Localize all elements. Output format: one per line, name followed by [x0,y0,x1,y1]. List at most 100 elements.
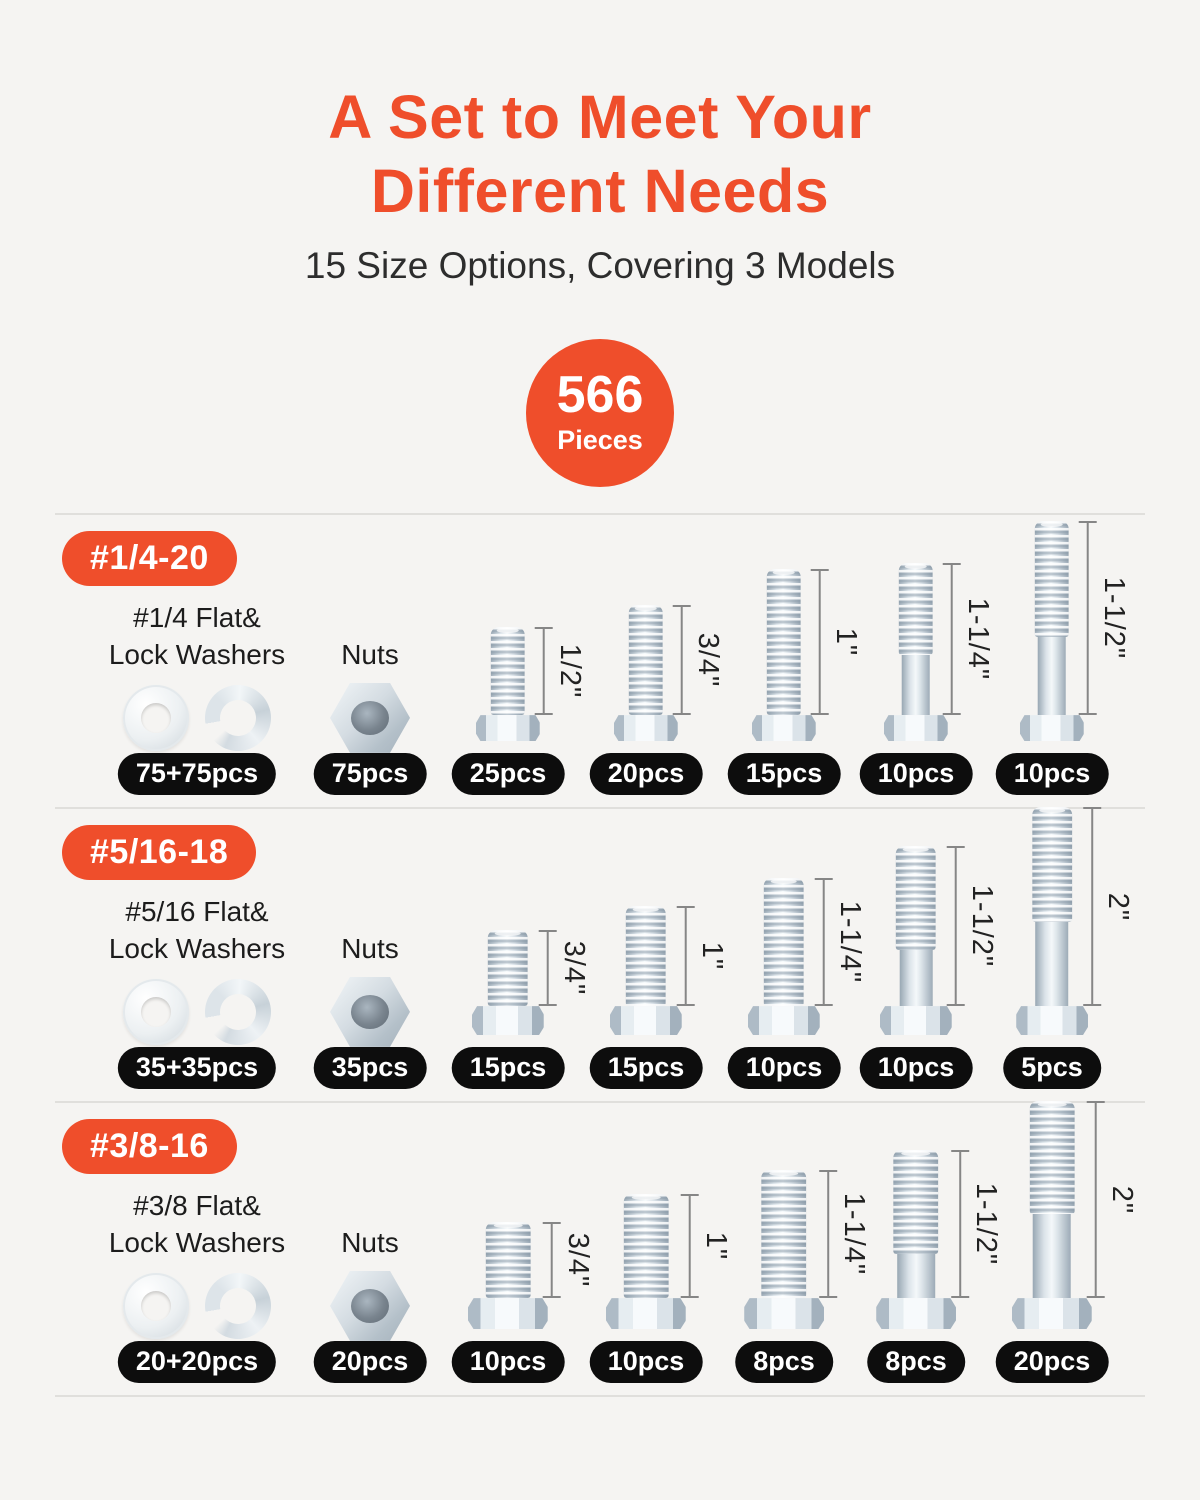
bolt-length-label: 2" [1106,1185,1138,1214]
piece-count-number: 566 [556,366,644,425]
dimension-line: 1-1/2" [947,846,998,1007]
bolt-item: 1-1/4" 8pcs [735,1170,870,1383]
washer-images [123,1269,275,1343]
dimension-line: 3/4" [543,1222,594,1299]
count-pill: 20pcs [995,1341,1109,1383]
bolt-head [1015,1006,1088,1036]
section-quarter-20: #1/4-20 #1/4 Flat& Lock Washers 75+75pcs… [0,515,1200,807]
dimension-line: 3/4" [673,605,724,716]
divider [55,806,1145,809]
bolt-head [610,1006,682,1036]
hex-bolt-image: 3/4" [614,605,724,742]
bolt-item: 3/4" 10pcs [451,1222,594,1383]
washer-images [123,975,275,1049]
dimension-line: 1" [811,569,862,716]
bolt-length-label: 1" [696,941,728,971]
hex-bolt-image: 1-1/2" [875,1150,1002,1330]
count-pill: 35pcs [313,1047,427,1089]
dimension-line: 1/2" [535,627,586,716]
bolt-thread [1035,521,1069,638]
bolt-length-label: 1" [830,627,862,657]
count-pill: 10pcs [859,753,973,795]
washers-label: #3/8 Flat& Lock Washers [108,1189,286,1258]
count-pill: 5pcs [1003,1047,1101,1089]
count-pill: 75+75pcs [117,753,277,795]
nuts-label: Nuts [341,638,399,670]
bolt-item: 3/4" 15pcs [451,930,590,1089]
bolt-shank [899,950,933,1007]
bolt-item: 1-1/2" 8pcs [867,1150,1002,1383]
size-model-pill: #1/4-20 [62,530,237,586]
hex-bolt-image: 3/4" [472,930,590,1036]
washers-label: #5/16 Flat& Lock Washers [108,895,286,964]
count-pill: 20pcs [589,753,703,795]
bolt-head [468,1298,548,1330]
bolt-head [752,715,816,742]
bolt-item: 1-1/4" 10pcs [727,878,866,1089]
bolt-length-label: 1/2" [554,643,586,699]
bolt-head [880,1006,952,1036]
bolt-thread [626,906,666,1007]
bolt-length-label: 1-1/2" [966,884,998,968]
section-five-sixteenths-18: #5/16-18 #5/16 Flat& Lock Washers 35+35p… [0,807,1200,1101]
bolt-item: 1" 10pcs [589,1194,732,1383]
flat-washer-image [123,978,189,1045]
hex-bolt-image: 1-1/4" [748,878,866,1036]
bolt-length-label: 1-1/2" [1098,576,1130,660]
count-pill: 8pcs [735,1341,833,1383]
dimension-line: 3/4" [539,930,590,1007]
count-pill: 25pcs [451,753,565,795]
bolt-thread [623,1194,669,1299]
bolt-head [748,1006,820,1036]
flat-washer-image [123,684,189,751]
bolt-length-label: 1-1/4" [962,597,994,681]
bolt-head [606,1298,686,1330]
count-pill: 10pcs [589,1341,703,1383]
bolt-thread [491,627,525,716]
dimension-line: 1" [677,906,728,1007]
hex-bolt-image: 1/2" [476,627,586,742]
washer-images [123,681,275,755]
bolt-head [743,1298,824,1330]
count-pill: 15pcs [727,753,841,795]
bolt-thread [629,605,663,716]
nuts-group: Nuts 20pcs [250,1103,490,1395]
nuts-label: Nuts [341,932,399,964]
page-subtitle: 15 Size Options, Covering 3 Models [304,244,896,286]
hex-bolt-image: 2" [1015,807,1134,1036]
piece-count-badge: 566 Pieces [526,338,674,487]
bolt-item: 2" 5pcs [1003,807,1134,1089]
bolt-shank [1033,1214,1071,1299]
bolt-length-label: 3/4" [558,940,590,996]
washers-group: #3/8 Flat& Lock Washers 20+20pcs [77,1103,317,1395]
dimension-line: 1-1/4" [943,563,994,716]
bolt-head [884,715,948,742]
count-pill: 75pcs [313,753,427,795]
bolt-length-label: 2" [1101,892,1134,921]
dimension-line: 1-1/4" [818,1170,870,1299]
bolt-item: 1-1/2" 10pcs [859,846,998,1089]
bolt-shank [896,1254,935,1299]
count-pill: 10pcs [859,1047,973,1089]
size-model-pill: #5/16-18 [62,824,257,880]
bolt-head [1020,715,1084,742]
bolt-thread [1029,1101,1075,1215]
dimension-line: 1-1/2" [950,1150,1002,1299]
hex-bolt-image: 1-1/2" [1020,521,1130,742]
washers-group: #5/16 Flat& Lock Washers 35+35pcs [77,809,317,1101]
hex-bolt-image: 1-1/4" [884,563,994,742]
dimension-line: 1-1/2" [1079,521,1130,716]
hex-bolt-image: 1" [610,906,728,1036]
bolt-thread [899,563,933,656]
bolt-thread [761,1170,807,1299]
bolt-shank [1038,637,1066,716]
count-pill: 8pcs [867,1341,965,1383]
count-pill: 10pcs [451,1341,565,1383]
hex-nut-image [330,1270,410,1341]
bolt-length-label: 1-1/4" [834,900,866,984]
piece-count-unit: Pieces [557,425,643,456]
count-pill: 10pcs [727,1047,841,1089]
divider [55,1100,1145,1103]
hex-nut-image [330,682,410,753]
